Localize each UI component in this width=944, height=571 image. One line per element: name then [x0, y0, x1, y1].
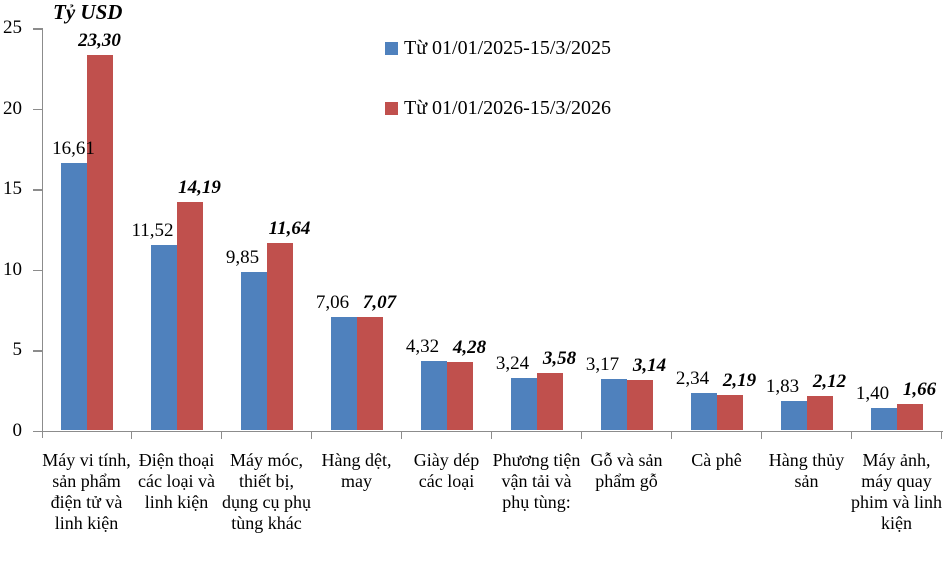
- bar-2026: [86, 55, 113, 431]
- y-tick: [33, 269, 42, 271]
- bar-2025: [60, 163, 87, 431]
- value-label-2026: 14,19: [178, 177, 221, 199]
- bar-2025: [780, 401, 807, 431]
- bar-2025: [330, 316, 357, 431]
- bar-2025: [600, 379, 627, 431]
- y-tick-label: 5: [12, 339, 23, 360]
- bar-2025: [420, 360, 447, 431]
- category-label: Hàng dệt, may: [321, 450, 392, 491]
- value-label-2025: 9,85: [225, 246, 260, 268]
- legend-label-2025: Từ 01/01/2025-15/3/2025: [404, 37, 611, 59]
- category-label: Máy vi tính, sản phẩm điện tử và linh ki…: [42, 450, 131, 533]
- legend-marker-blue-icon: [385, 42, 398, 55]
- x-tick: [310, 430, 313, 439]
- bar-2025: [870, 407, 897, 431]
- value-label-2026: 3,14: [632, 354, 667, 376]
- y-tick-label: 15: [3, 178, 22, 199]
- value-label-2025: 1,83: [765, 376, 800, 398]
- x-axis-line: [33, 430, 943, 432]
- x-tick: [490, 430, 493, 439]
- category-label: Điện thoại các loại và linh kiện: [138, 450, 215, 512]
- y-tick: [33, 430, 42, 432]
- bar-2026: [266, 243, 293, 431]
- value-label-2025: 3,24: [495, 353, 530, 375]
- x-tick: [940, 430, 943, 439]
- y-tick: [33, 189, 42, 191]
- legend-item-2025: Từ 01/01/2025-15/3/2025: [385, 37, 611, 60]
- y-tick-label: 25: [3, 17, 22, 38]
- x-tick: [760, 430, 763, 439]
- category-label: Cà phê: [691, 450, 742, 470]
- bar-2026: [176, 202, 203, 431]
- y-axis-title: Tỷ USD: [53, 0, 123, 24]
- value-label-2026: 2,12: [812, 371, 847, 393]
- value-label-2026: 1,66: [902, 378, 937, 400]
- value-label-2025: 11,52: [131, 220, 174, 242]
- value-label-2025: 16,61: [52, 138, 95, 160]
- category-label: Giày dép các loại: [413, 450, 480, 491]
- y-tick-label: 20: [3, 97, 22, 119]
- bar-2025: [240, 271, 267, 431]
- x-tick: [400, 430, 403, 439]
- value-label-2025: 3,17: [585, 354, 620, 376]
- y-tick-label: 10: [3, 258, 22, 280]
- y-tick: [33, 108, 42, 110]
- value-label-2026: 3,58: [542, 347, 577, 369]
- category-label: Gỗ và sản phẩm gỗ: [590, 450, 663, 491]
- category-label: Hàng thủy sản: [768, 450, 845, 491]
- x-tick: [670, 430, 673, 439]
- x-tick: [580, 430, 583, 439]
- y-axis-line: [41, 28, 43, 438]
- value-label-2026: 4,28: [452, 336, 487, 358]
- legend-marker-red-icon: [385, 102, 398, 115]
- bar-2026: [716, 395, 743, 431]
- y-tick-label: 0: [12, 419, 23, 441]
- y-tick: [33, 350, 42, 352]
- legend-label-2026: Từ 01/01/2026-15/3/2026: [404, 97, 611, 119]
- x-tick: [130, 430, 133, 439]
- y-tick: [33, 28, 42, 30]
- value-label-2025: 2,34: [675, 367, 710, 389]
- category-label: Máy móc, thiết bị, dụng cụ phụ tùng khác: [222, 450, 311, 533]
- bar-2026: [356, 316, 383, 431]
- bar-2026: [806, 396, 833, 431]
- bar-2026: [536, 372, 563, 431]
- x-tick: [850, 430, 853, 439]
- value-label-2026: 11,64: [268, 218, 311, 240]
- bar-2026: [446, 361, 473, 431]
- bar-2026: [896, 403, 923, 431]
- value-label-2025: 4,32: [405, 335, 440, 357]
- legend-item-2026: Từ 01/01/2026-15/3/2026: [385, 97, 611, 120]
- bar-2025: [690, 392, 717, 431]
- value-label-2025: 7,06: [315, 291, 350, 313]
- value-label-2026: 23,30: [78, 30, 121, 52]
- category-label: Phương tiện vận tải và phụ tùng:: [492, 450, 581, 512]
- category-label: Máy ảnh, máy quay phim và linh kiện: [851, 450, 942, 533]
- bar-2026: [626, 379, 653, 431]
- bar-2025: [510, 378, 537, 431]
- bar-2025: [150, 245, 177, 431]
- value-label-2026: 7,07: [362, 291, 397, 313]
- value-label-2025: 1,40: [855, 382, 890, 404]
- x-tick: [220, 430, 223, 439]
- value-label-2026: 2,19: [722, 370, 757, 392]
